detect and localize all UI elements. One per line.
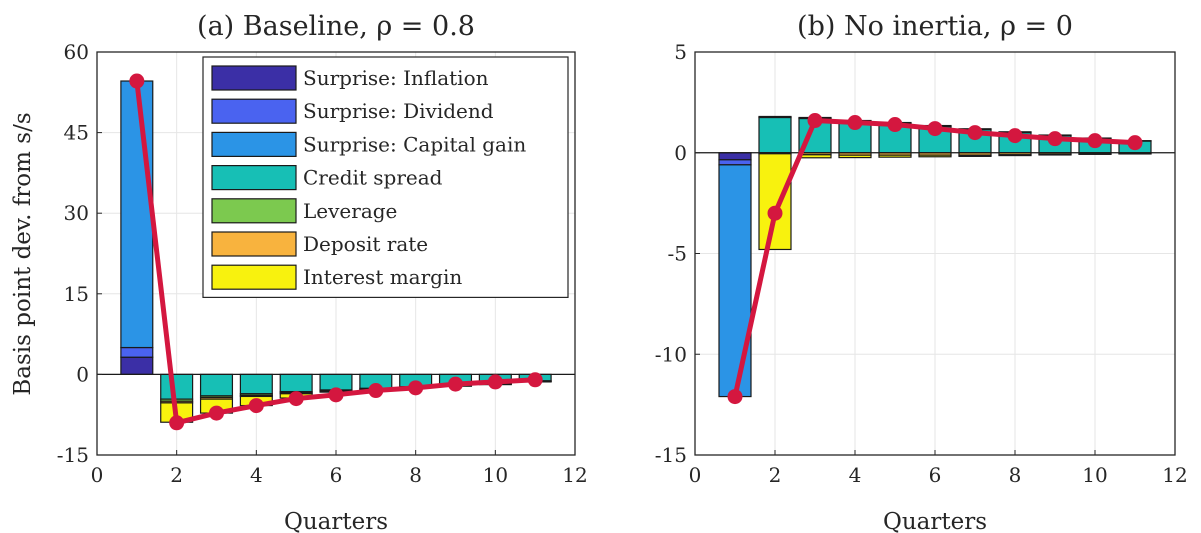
y-tick-label: 5 <box>674 40 687 64</box>
bar-segment <box>838 154 872 159</box>
legend-entry: Surprise: Dividend <box>303 99 494 123</box>
total-marker <box>767 205 783 221</box>
total-marker <box>927 121 943 137</box>
x-tick-label: 8 <box>409 463 422 487</box>
y-axis-label: Basis point dev. from s/s <box>10 112 36 395</box>
x-tick-label: 0 <box>91 463 104 487</box>
bar-segment <box>998 154 1032 157</box>
legend: Surprise: Inflation Surprise: Dividend Sur… <box>202 56 569 298</box>
y-tick-label: 60 <box>64 40 89 64</box>
x-tick-label: 8 <box>1009 463 1022 487</box>
legend-entry: Leverage <box>303 199 397 223</box>
total-marker <box>1087 133 1103 149</box>
total-marker <box>847 115 863 131</box>
y-tick-label: 45 <box>64 121 89 145</box>
total-marker <box>169 415 185 431</box>
panel-title: (b) No inertia, ρ = 0 <box>797 11 1073 42</box>
y-tick-label: -15 <box>655 443 687 467</box>
legend-swatch <box>211 131 297 157</box>
total-marker <box>368 383 384 399</box>
panel-b: 0 2 4 6 8 10 12 -15 -10 -5 0 5 (b) No inertia, ρ = 0… <box>655 11 1188 533</box>
legend-entry: Surprise: Inflation <box>303 66 489 90</box>
total-marker <box>1007 128 1023 144</box>
bar-segment <box>918 154 952 158</box>
x-tick-label: 10 <box>483 463 508 487</box>
total-marker <box>887 117 903 133</box>
y-tick-label: 0 <box>674 141 687 165</box>
bar-segment <box>878 154 912 158</box>
y-tick-label: 15 <box>64 282 89 306</box>
legend-entry: Credit spread <box>303 166 443 190</box>
x-tick-label: 4 <box>849 463 862 487</box>
total-marker <box>1127 135 1143 151</box>
bar-segment <box>160 373 194 400</box>
total-marker <box>248 398 264 414</box>
y-tick-label: 30 <box>64 201 89 225</box>
total-marker <box>448 376 463 392</box>
x-tick-label: 6 <box>330 463 343 487</box>
total-marker <box>727 389 743 405</box>
legend-entry: Surprise: Capital gain <box>303 132 526 156</box>
total-marker <box>487 374 503 390</box>
x-axis-label: Quarters <box>883 509 987 533</box>
legend-swatch <box>211 231 297 257</box>
y-tick-label: 0 <box>76 362 89 386</box>
bar-segment <box>958 154 992 157</box>
total-marker <box>967 125 983 141</box>
x-tick-label: 2 <box>769 463 782 487</box>
legend-swatch <box>211 165 297 191</box>
x-tick-label: 12 <box>1162 463 1187 487</box>
total-marker <box>129 73 145 89</box>
y-tick-label: -10 <box>655 342 687 366</box>
legend-swatch <box>211 65 297 91</box>
bar-segment <box>758 116 792 154</box>
legend-swatch <box>211 98 297 124</box>
x-tick-label: 10 <box>1082 463 1107 487</box>
legend-swatch <box>211 264 297 290</box>
legend-entry: Interest margin <box>303 265 462 289</box>
bar-segment <box>199 373 234 397</box>
y-tick-label: -15 <box>57 443 89 467</box>
bar-segment <box>279 373 313 393</box>
bar-segment <box>758 153 792 251</box>
bar-segment <box>758 115 792 119</box>
bar-segment <box>718 164 752 398</box>
legend-swatch <box>211 198 297 224</box>
bar-segment <box>718 159 752 166</box>
y-tick-label: -5 <box>668 242 687 266</box>
total-marker <box>328 387 344 403</box>
x-tick-label: 2 <box>170 463 183 487</box>
x-axis-label: Quarters <box>284 509 388 533</box>
total-marker <box>408 380 424 396</box>
total-marker <box>527 372 543 388</box>
total-marker <box>807 113 823 129</box>
bar-segment <box>239 373 273 395</box>
x-tick-label: 4 <box>250 463 263 487</box>
panel-title: (a) Baseline, ρ = 0.8 <box>197 11 475 42</box>
total-marker <box>209 405 224 421</box>
bar-segment <box>120 80 154 349</box>
bar-segment <box>1038 153 1072 156</box>
legend-entry: Deposit rate <box>303 232 428 256</box>
x-tick-label: 12 <box>562 463 587 487</box>
bar-segment <box>120 346 154 358</box>
x-tick-label: 6 <box>929 463 942 487</box>
total-marker <box>1047 131 1063 147</box>
total-marker <box>288 391 304 407</box>
bar-segment <box>120 356 154 375</box>
bar-segment <box>718 152 752 161</box>
bar-segment <box>798 154 832 159</box>
x-tick-label: 0 <box>689 463 702 487</box>
